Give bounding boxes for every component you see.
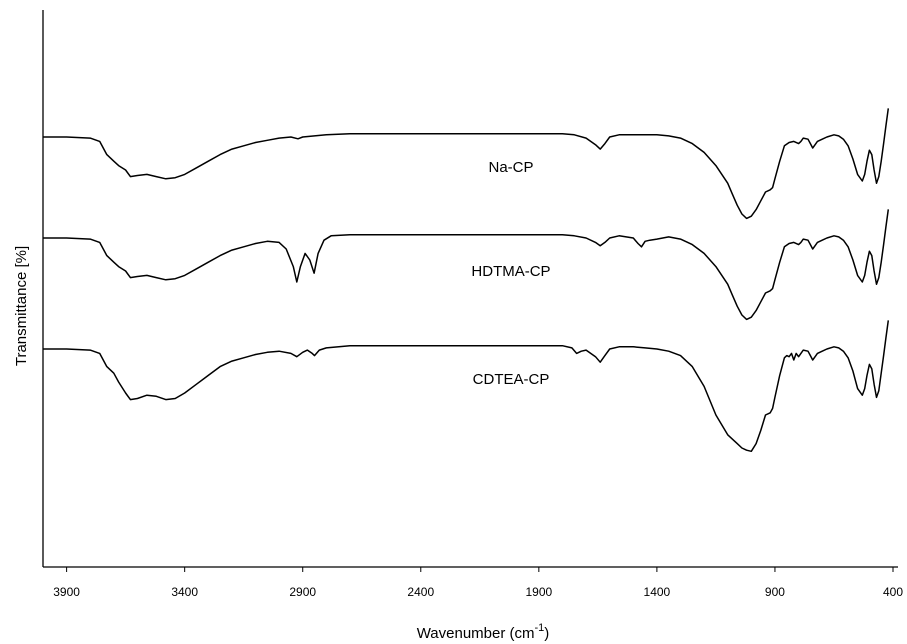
series-label-hdtma-cp: HDTMA-CP [471, 263, 550, 280]
spectrum-line-hdtma-cp [43, 209, 890, 321]
x-tick-label: 3900 [53, 585, 80, 599]
x-tick-label: 2900 [289, 585, 316, 599]
x-axis-title-main: Wavenumber (cm [417, 625, 535, 642]
series-lines [43, 108, 890, 453]
x-tick-label: 1400 [644, 585, 671, 599]
x-ticks: 3900 3400 2900 2400 1900 1400 900 400 [53, 567, 903, 599]
series-label-na-cp: Na-CP [488, 159, 533, 176]
axes [42, 10, 898, 568]
x-tick-label: 2400 [407, 585, 434, 599]
spectrum-line-na-cp [43, 108, 890, 220]
series-labels: Na-CP HDTMA-CP CDTEA-CP [471, 159, 550, 388]
x-axis-title-superscript: -1 [535, 622, 545, 634]
x-tick-label: 3400 [171, 585, 198, 599]
x-axis-title-close: ) [544, 625, 549, 642]
x-axis-title: Wavenumber (cm-1) [417, 622, 550, 642]
spectrum-line-cdtea-cp [43, 320, 890, 453]
x-tick-label: 1900 [525, 585, 552, 599]
x-tick-label: 900 [765, 585, 785, 599]
x-tick-label: 400 [883, 585, 903, 599]
y-axis-title: Transmittance [%] [13, 246, 30, 366]
series-label-cdtea-cp: CDTEA-CP [473, 371, 550, 388]
